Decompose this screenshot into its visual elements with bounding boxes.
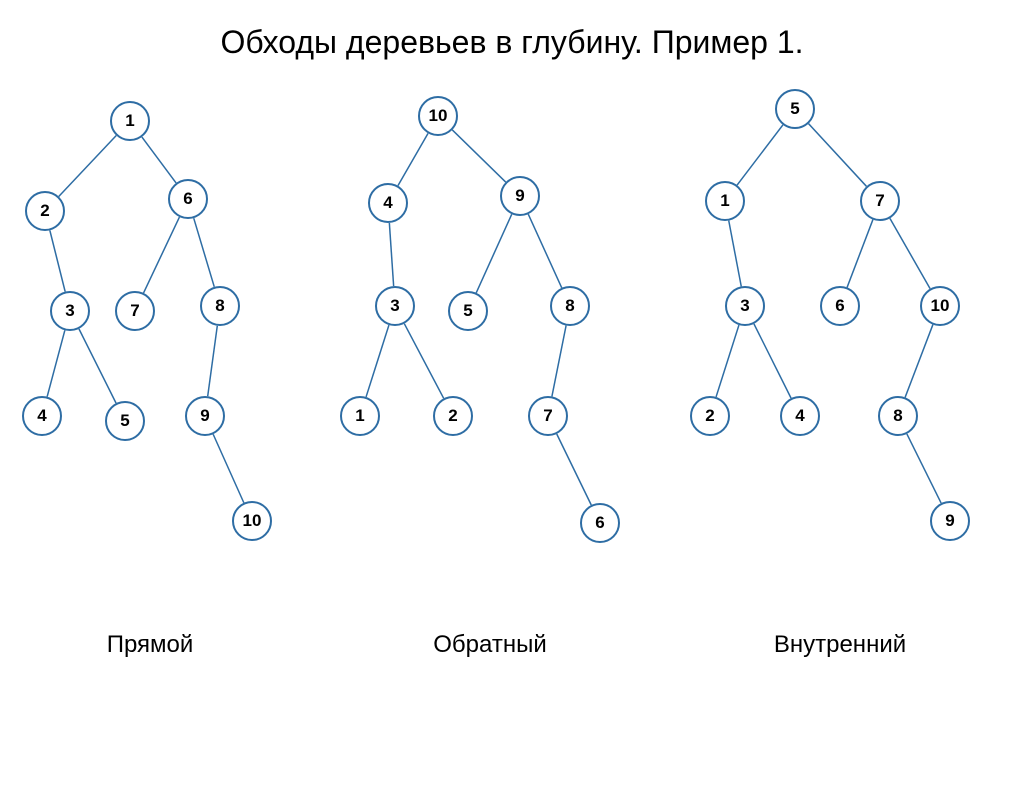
tree-edge <box>847 220 873 288</box>
tree-node: 10 <box>920 286 960 326</box>
tree-edge <box>79 329 116 403</box>
node-label: 1 <box>355 406 364 426</box>
tree-node: 9 <box>930 501 970 541</box>
tree-node: 2 <box>690 396 730 436</box>
node-label: 8 <box>565 296 574 316</box>
tree-node: 3 <box>725 286 765 326</box>
tree-edge <box>389 223 393 286</box>
node-label: 4 <box>383 193 392 213</box>
tree-node: 9 <box>500 176 540 216</box>
tree-edge <box>59 136 117 197</box>
tree-node: 4 <box>22 396 62 436</box>
node-label: 8 <box>215 296 224 316</box>
node-label: 9 <box>515 186 524 206</box>
node-label: 9 <box>945 511 954 531</box>
tree-edge <box>142 137 176 183</box>
tree-node: 2 <box>25 191 65 231</box>
node-label: 2 <box>705 406 714 426</box>
node-label: 7 <box>875 191 884 211</box>
tree-node: 10 <box>418 96 458 136</box>
node-label: 5 <box>463 301 472 321</box>
node-label: 1 <box>125 111 134 131</box>
node-label: 3 <box>390 296 399 316</box>
tree-edge <box>552 326 566 397</box>
node-label: 3 <box>740 296 749 316</box>
node-label: 1 <box>720 191 729 211</box>
tree-edge <box>398 133 428 185</box>
tree-edge <box>208 326 218 396</box>
tree-node: 7 <box>115 291 155 331</box>
tree-edge <box>557 434 592 505</box>
tree-node: 1 <box>110 101 150 141</box>
tree-node: 5 <box>775 89 815 129</box>
node-label: 5 <box>790 99 799 119</box>
tree-edge <box>452 130 505 182</box>
tree-edge <box>144 217 180 293</box>
tree-edge <box>50 230 65 291</box>
tree-node: 1 <box>340 396 380 436</box>
node-label: 3 <box>65 301 74 321</box>
tree-node: 2 <box>433 396 473 436</box>
tree-edge <box>809 124 867 187</box>
tree-edge <box>366 325 389 397</box>
node-label: 7 <box>543 406 552 426</box>
node-label: 10 <box>931 296 950 316</box>
tree-edge <box>890 218 930 288</box>
tree-edge <box>907 434 941 503</box>
tree-edge <box>528 214 561 288</box>
page-title: Обходы деревьев в глубину. Пример 1. <box>0 24 1024 61</box>
tree-node: 6 <box>820 286 860 326</box>
node-label: 6 <box>835 296 844 316</box>
node-label: 2 <box>40 201 49 221</box>
tree-node: 5 <box>448 291 488 331</box>
tree-node: 9 <box>185 396 225 436</box>
node-label: 6 <box>595 513 604 533</box>
tree-node: 7 <box>528 396 568 436</box>
tree-edge <box>754 324 791 398</box>
tree-node: 10 <box>232 501 272 541</box>
node-label: 9 <box>200 406 209 426</box>
tree-edge <box>476 214 512 293</box>
node-label: 4 <box>37 406 46 426</box>
edges-svg <box>0 71 1024 711</box>
tree-edge <box>194 218 215 287</box>
node-label: 7 <box>130 301 139 321</box>
tree-node: 7 <box>860 181 900 221</box>
tree-node: 5 <box>105 401 145 441</box>
tree-edge <box>737 125 783 185</box>
node-label: 10 <box>429 106 448 126</box>
node-label: 5 <box>120 411 129 431</box>
node-label: 6 <box>183 189 192 209</box>
tree-edge <box>729 221 742 287</box>
tree-edge <box>47 330 65 396</box>
tree-node: 8 <box>200 286 240 326</box>
node-label: 10 <box>243 511 262 531</box>
tree-node: 3 <box>50 291 90 331</box>
tree-edge <box>404 324 443 399</box>
tree-edge <box>716 325 739 397</box>
node-label: 2 <box>448 406 457 426</box>
tree-node: 8 <box>878 396 918 436</box>
node-label: 8 <box>893 406 902 426</box>
tree-node: 6 <box>580 503 620 543</box>
tree-edge <box>213 434 244 502</box>
tree-node: 4 <box>780 396 820 436</box>
tree-node: 8 <box>550 286 590 326</box>
tree-node: 3 <box>375 286 415 326</box>
tree-node: 4 <box>368 183 408 223</box>
node-label: 4 <box>795 406 804 426</box>
tree-node: 1 <box>705 181 745 221</box>
tree-edge <box>905 325 933 398</box>
diagram-canvas: 12637845910Прямой10493581276Обратный5173… <box>0 71 1024 711</box>
tree-node: 6 <box>168 179 208 219</box>
